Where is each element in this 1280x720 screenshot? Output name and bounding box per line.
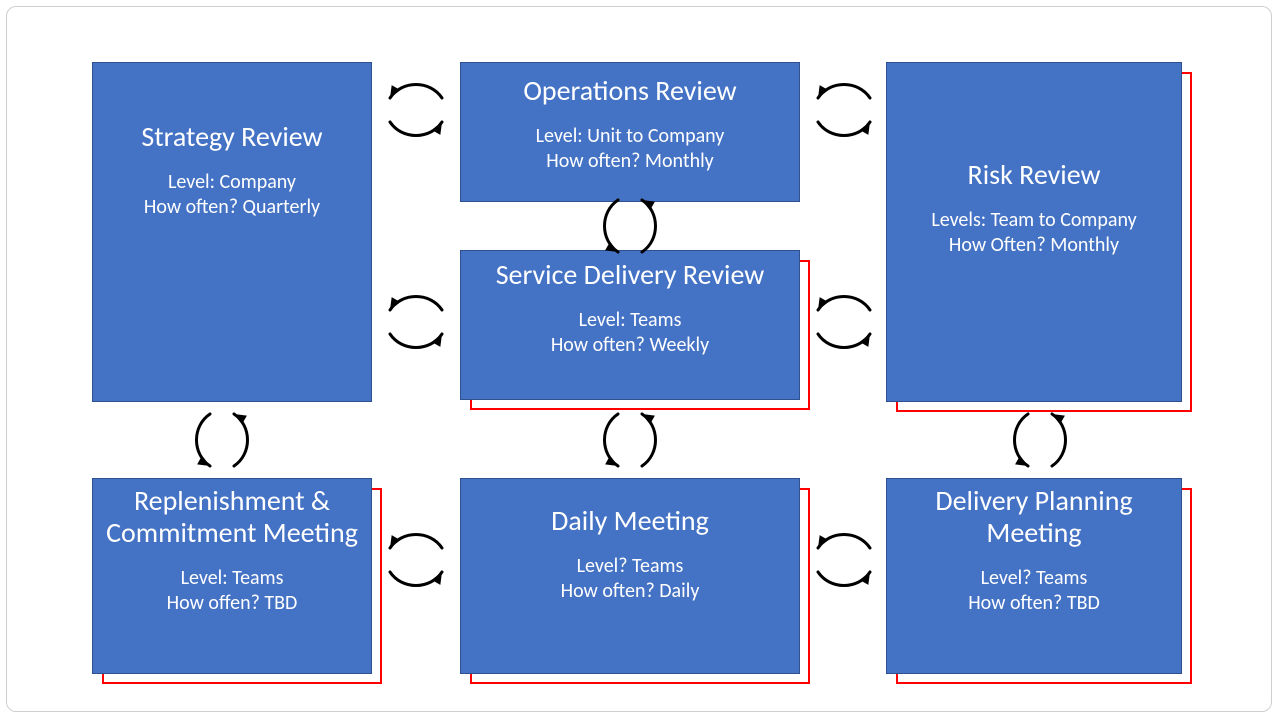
delivery-title: Delivery Planning Meeting: [897, 485, 1171, 549]
daily-box: Daily Meeting Level? TeamsHow often? Dail…: [460, 478, 800, 674]
risk-box: Risk Review Levels: Team to CompanyHow Of…: [886, 62, 1182, 402]
risk-title: Risk Review: [967, 159, 1100, 191]
connector-service-daily: [598, 400, 662, 480]
connector-operations-risk: [804, 78, 884, 142]
replenishment-line-1: How offen? TBD: [167, 591, 298, 616]
connector-operations-service: [598, 186, 662, 266]
replenishment-line-0: Level: Teams: [181, 566, 284, 591]
delivery-line-0: Level? Teams: [981, 566, 1088, 591]
service-box: Service Delivery ReviewLevel: TeamsHow o…: [460, 250, 800, 400]
operations-box: Operations Review Level: Unit to CompanyH…: [460, 62, 800, 202]
connector-replenishment-daily: [376, 528, 456, 592]
connector-strategy-service: [376, 290, 456, 354]
replenishment-title: Replenishment & Commitment Meeting: [103, 485, 361, 549]
daily-line-0: Level? Teams: [577, 554, 684, 579]
connector-service-risk: [804, 290, 884, 354]
operations-title: Operations Review: [523, 75, 736, 107]
strategy-box: Strategy Review Level: CompanyHow often? …: [92, 62, 372, 402]
connector-strategy-operations: [376, 78, 456, 142]
daily-line-1: How often? Daily: [561, 579, 700, 604]
strategy-line-1: How often? Quarterly: [144, 195, 320, 220]
strategy-line-0: Level: Company: [168, 170, 296, 195]
risk-line-0: Levels: Team to Company: [931, 208, 1136, 233]
diagram-canvas: Strategy ReviewLevel: CompanyHow often? …: [0, 0, 1280, 720]
operations-line-1: How often? Monthly: [546, 149, 713, 174]
service-line-1: How often? Weekly: [551, 333, 709, 358]
delivery-line-1: How often? TBD: [968, 591, 1100, 616]
risk-line-1: How Often? Monthly: [949, 233, 1119, 258]
delivery-box: Delivery Planning Meeting Level? TeamsHow…: [886, 478, 1182, 674]
strategy-title: Strategy Review: [141, 121, 322, 153]
daily-title: Daily Meeting: [551, 505, 709, 537]
connector-risk-delivery: [1008, 400, 1072, 480]
connector-daily-delivery: [804, 528, 884, 592]
connector-strategy-replenishment: [190, 400, 254, 480]
service-line-0: Level: Teams: [579, 308, 682, 333]
operations-line-0: Level: Unit to Company: [536, 124, 725, 149]
replenishment-box: Replenishment & Commitment Meeting Level:…: [92, 478, 372, 674]
